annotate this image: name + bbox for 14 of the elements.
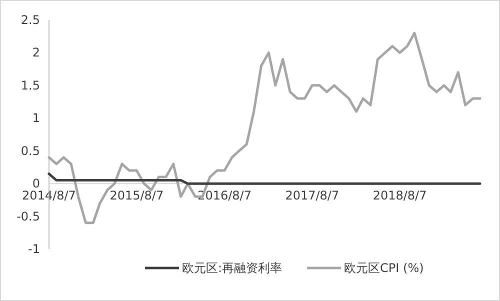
x-tick-label: 2014/8/7: [22, 188, 76, 203]
y-tick-label: -0.5: [16, 209, 40, 224]
y-tick-label: -1: [28, 242, 40, 256]
x-tick-label: 2015/8/7: [110, 188, 164, 203]
y-tick-label: 1.5: [20, 78, 40, 92]
legend-label: 欧元区:再融资利率: [182, 261, 282, 275]
y-tick-label: 2.5: [20, 13, 40, 27]
y-tick-label: 0: [32, 176, 40, 191]
y-tick-label: 2: [32, 46, 40, 60]
y-tick-label: 0.5: [20, 144, 40, 158]
legend-label: 欧元区CPI (%): [344, 261, 424, 275]
y-tick-label: 1: [32, 111, 40, 126]
x-tick-label: 2018/8/7: [372, 188, 427, 203]
x-tick-label: 2017/8/7: [285, 188, 340, 203]
